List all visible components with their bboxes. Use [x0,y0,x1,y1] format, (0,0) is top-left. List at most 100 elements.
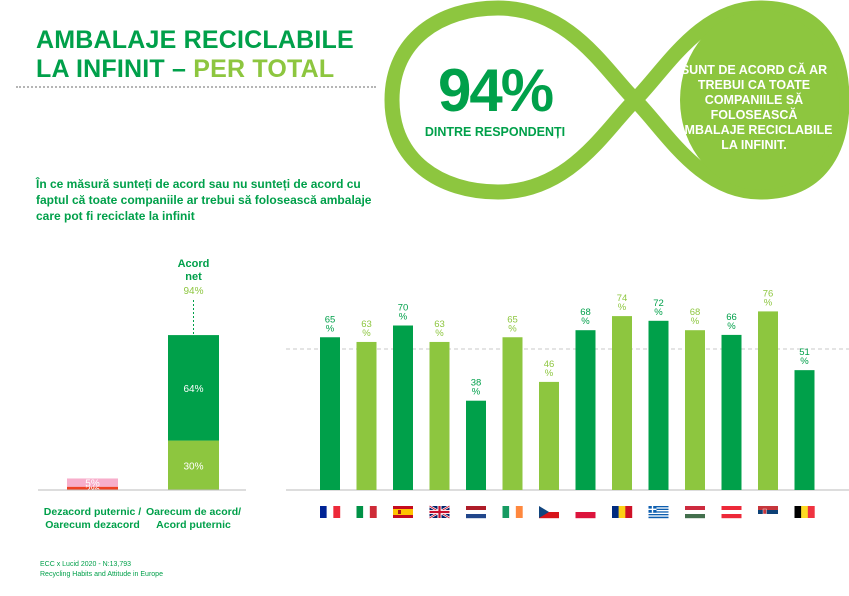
title-line-1: AMBALAJE RECICLABILE [36,26,354,54]
flag-stripe [612,506,619,518]
category-label: Oarecum de acord/ [146,506,241,518]
survey-question: În ce măsură sunteți de acord sau nu sun… [36,177,372,223]
flag-stripe [625,506,633,518]
bar [648,320,669,490]
netherlands-flag-icon [466,506,486,519]
statement-blob [680,10,840,190]
stack-segment [67,486,118,490]
highlight-statement: SUNT DE ACORD CĂ AR TREBUI CA TOATE COMP… [675,63,833,152]
flag-stripe [515,506,523,518]
romania-flag-icon [612,506,633,518]
segment-label: 64% [183,384,203,395]
flag-triangle [539,506,549,518]
flag-stripe [801,506,809,518]
bar-value-label: 76 [763,288,774,299]
bar [356,341,377,490]
category-label: Oarecum dezacord [45,519,140,531]
flag-stripe [539,506,559,513]
flag-stripe [807,506,815,518]
infinity-icon [384,0,849,200]
bar-value-unit: % [472,387,481,398]
bar-value-label: 46 [544,359,555,370]
bar-value-unit: % [800,356,809,367]
flag-stripe [393,509,413,515]
flag-stripe [648,516,669,519]
net-label: net [185,271,202,283]
poland-flag-icon [575,506,596,519]
flag-stripe [648,506,669,508]
flag-stripe [685,510,705,515]
bar-value-label: 68 [690,307,701,318]
flag-stripe [648,515,669,517]
flag-stripe [363,506,371,518]
bar [575,330,596,490]
bar-value-label: 65 [507,314,518,325]
bar-value-unit: % [362,328,371,339]
category-label: Dezacord puternic / [44,506,142,518]
highlight-percent: 94% [437,57,554,124]
source-line-1: ECC x Lucid 2020 - N:13,793 [40,561,132,568]
spain-flag-icon [393,506,413,518]
bar-value-label: 65 [325,314,336,325]
bar-value-label: 63 [434,319,445,330]
title-line-2: LA INFINIT – [36,55,194,83]
flag-emblem [398,510,401,514]
czech-flag-icon [539,506,559,519]
bar-value-unit: % [654,307,663,318]
bar [721,334,742,490]
flag-cross [438,506,441,518]
net-value-label: 94% [183,286,203,297]
stack-segment [168,440,219,490]
flag-stripe [618,506,626,518]
bar-value-label: 74 [617,293,628,304]
bar-value-unit: % [727,321,736,332]
france-flag-icon [320,506,341,518]
ireland-flag-icon [502,506,523,518]
flag-stripe [466,514,486,519]
bar-value-label: 72 [653,298,664,309]
bar-value-label: 38 [471,378,482,389]
bar-value-label: 66 [726,312,737,323]
source-note: ECC x Lucid 2020 - N:13,793 Recycling Ha… [40,560,163,580]
bar [612,316,632,490]
bar-value-unit: % [326,323,335,334]
highlight-subtitle: DINTRE RESPONDENȚI [424,125,566,139]
flag-stripe [648,514,669,516]
flag-stripe [575,506,596,513]
page-title: AMBALAJE RECICLABILE LA INFINIT – PER TO… [36,26,354,84]
flag-stripe [539,512,559,519]
flag-stripe [466,510,486,515]
title-accent: PER TOTAL [193,55,335,83]
bar-value-unit: % [508,323,517,334]
bar-value-unit: % [399,312,408,323]
flag-stripe [575,512,596,519]
flag-stripe [333,506,341,518]
flag-stripe [721,506,742,511]
bar [429,341,450,490]
bar-value-unit: % [435,328,444,339]
bar-value-label: 68 [580,307,591,318]
stack-segment [168,335,219,441]
flag-stripe [758,506,778,511]
flag-stripe [648,508,669,511]
stack-segment [67,478,118,487]
segment-label: 5% [85,479,100,490]
flag-stripe [356,506,364,518]
net-label: Acord [178,258,210,270]
dotted-divider [16,86,376,88]
flag-stripe [648,512,669,515]
bar [685,330,705,490]
flag-stripe [685,506,705,511]
flag-stripe [794,506,802,518]
flag-stripe [369,506,377,518]
flag-stripe [648,511,669,513]
segment-label: 30% [183,461,203,472]
bar [502,337,523,490]
bar [794,370,815,490]
flag-stripe [648,510,669,512]
bar [539,381,559,490]
bar [758,311,778,490]
bar [393,325,413,490]
category-label: Acord puternic [156,519,231,531]
